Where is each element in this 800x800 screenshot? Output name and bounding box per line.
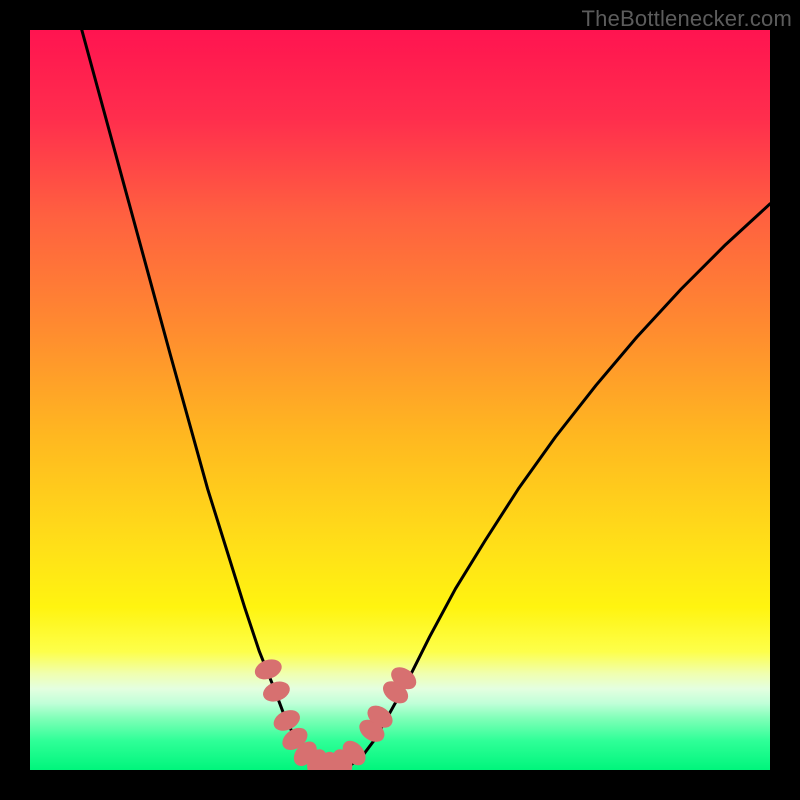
watermark-text: TheBottlenecker.com [582, 6, 792, 32]
gradient-background [30, 30, 770, 770]
plot-area [30, 30, 770, 770]
chart-svg [30, 30, 770, 770]
